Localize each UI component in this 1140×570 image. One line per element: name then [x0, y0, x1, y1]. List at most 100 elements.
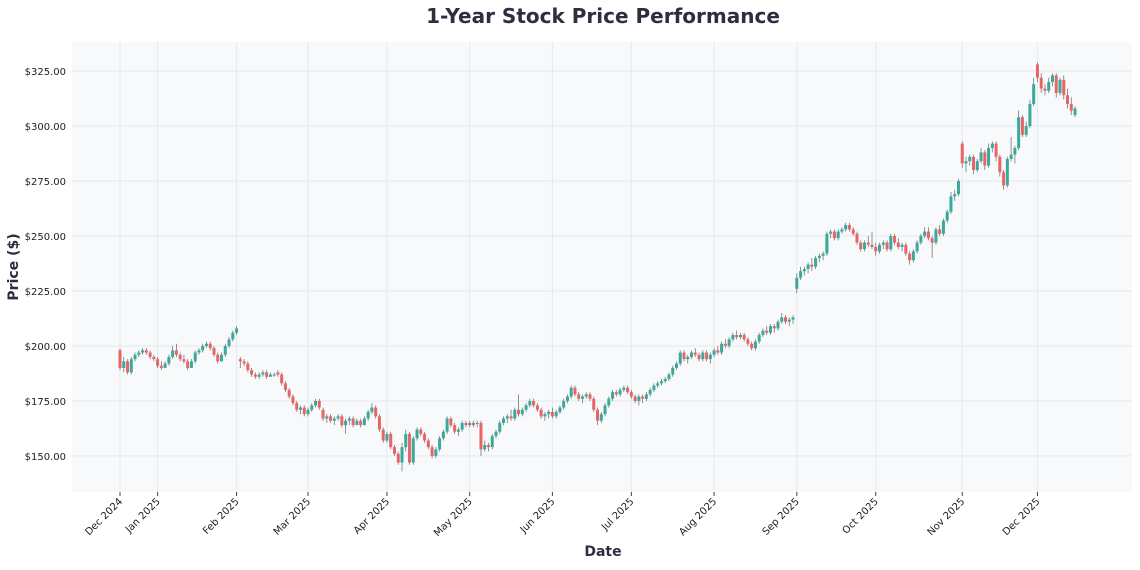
candle-up: [987, 148, 991, 166]
y-axis-label: Price ($): [6, 233, 22, 300]
candle-up: [607, 398, 611, 406]
candle-down: [1069, 104, 1073, 111]
candle-down: [509, 416, 513, 419]
candle-up: [708, 354, 712, 360]
candle-up: [911, 251, 915, 261]
candle-down: [178, 354, 182, 360]
candle-up: [1013, 148, 1017, 155]
x-tick-label: Sep 2025: [761, 496, 802, 537]
candle-down: [419, 429, 423, 434]
x-tick-label: Jan 2025: [123, 496, 163, 536]
candle-down: [573, 387, 577, 395]
candle-up: [438, 438, 442, 450]
candle-down: [423, 433, 427, 441]
candle-down: [550, 411, 554, 417]
y-tick-label: $275.00: [25, 177, 66, 188]
candle-up: [968, 156, 972, 162]
candle-down: [389, 433, 393, 448]
candle-down: [705, 352, 709, 360]
x-tick-label: Jun 2025: [518, 496, 558, 536]
candle-up: [344, 420, 348, 426]
candle-up: [122, 361, 126, 368]
candles: [118, 62, 1077, 472]
candle-down: [152, 356, 156, 360]
candle-up: [314, 400, 318, 406]
candle-up: [483, 444, 487, 450]
candle-up: [637, 396, 641, 401]
y-tick-label: $200.00: [25, 342, 66, 353]
candle-up: [231, 332, 235, 340]
candle-up: [889, 235, 893, 250]
candle-up: [223, 345, 227, 355]
candle-up: [528, 400, 532, 406]
candle-up: [490, 436, 494, 448]
candle-up: [1024, 126, 1028, 135]
candle-up: [599, 414, 603, 421]
candle-up: [919, 235, 923, 243]
candle-up: [498, 422, 502, 432]
candle-up: [667, 374, 671, 379]
candle-down: [340, 416, 344, 426]
candle-up: [415, 429, 419, 439]
candle-up: [385, 433, 389, 441]
candle-up: [941, 220, 945, 234]
candle-up: [193, 352, 197, 362]
candle-up: [644, 394, 648, 399]
candle-up: [953, 194, 957, 197]
candle-up: [795, 277, 799, 289]
candle-up: [235, 328, 239, 333]
candle-up: [844, 224, 848, 230]
candle-down: [182, 359, 186, 362]
candle-up: [990, 143, 994, 149]
candle-up: [475, 422, 479, 424]
candle-up: [197, 350, 201, 353]
candle-up: [799, 271, 803, 278]
candle-up: [562, 400, 566, 408]
candle-up: [712, 350, 716, 355]
candle-up: [881, 242, 885, 245]
candle-down: [265, 372, 269, 377]
x-tick-label: Apr 2025: [352, 496, 392, 536]
candle-down: [464, 422, 468, 426]
candle-up: [862, 242, 866, 250]
candle-up: [189, 361, 193, 368]
candle-down: [1002, 172, 1006, 186]
candle-down: [486, 444, 490, 448]
candle-up: [720, 343, 724, 353]
candle-down: [374, 407, 378, 417]
candle-up: [900, 244, 904, 247]
candle-up: [272, 374, 276, 376]
y-tick-label: $250.00: [25, 232, 66, 243]
candle-down: [596, 409, 600, 421]
candle-down: [321, 409, 325, 419]
candle-up: [768, 326, 772, 333]
candle-down: [479, 422, 483, 450]
candle-up: [347, 418, 351, 421]
candle-down: [1043, 88, 1047, 91]
candle-down: [174, 350, 178, 355]
candle-up: [753, 341, 757, 349]
candle-up: [701, 352, 705, 360]
candle-down: [847, 224, 851, 230]
candle-down: [629, 392, 633, 397]
candle-up: [1028, 104, 1032, 127]
candle-up: [757, 334, 761, 342]
x-tick-label: Dec 2024: [83, 496, 125, 538]
candle-up: [547, 411, 551, 415]
candle-up: [802, 268, 806, 272]
candle-down: [641, 396, 645, 399]
x-tick-label: Dec 2025: [1001, 496, 1043, 538]
candle-down: [893, 235, 897, 243]
candle-up: [618, 389, 622, 395]
x-axis-label: Date: [584, 544, 621, 560]
candle-down: [896, 242, 900, 247]
candle-up: [945, 211, 949, 221]
candle-up: [370, 407, 374, 412]
candle-down: [287, 389, 291, 397]
y-tick-label: $300.00: [25, 122, 66, 133]
candle-down: [1020, 117, 1024, 135]
candle-up: [949, 196, 953, 212]
candle-down: [1039, 77, 1043, 89]
